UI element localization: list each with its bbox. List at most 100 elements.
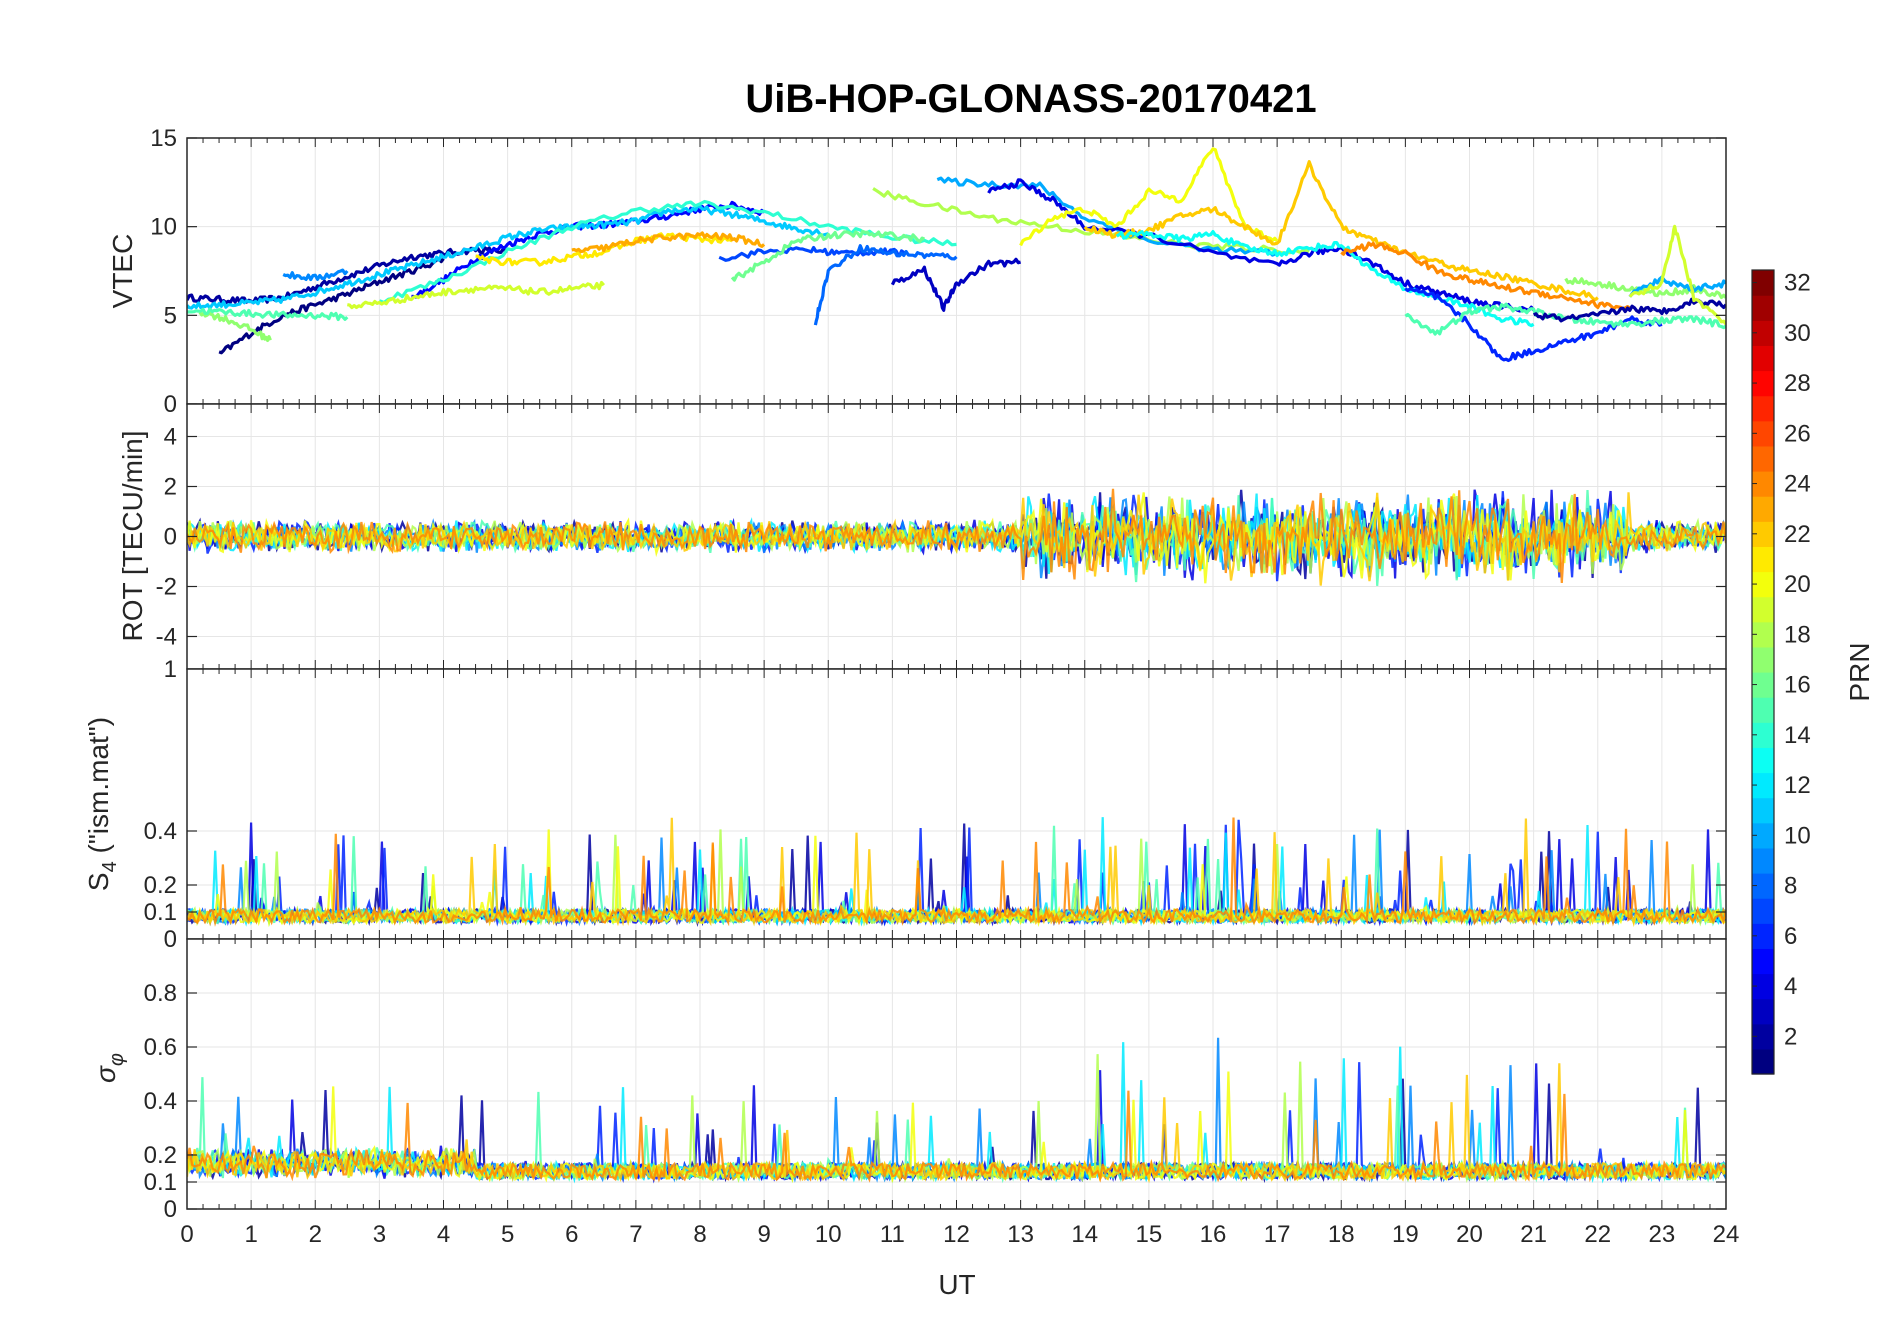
colorbar-block-32 xyxy=(1752,270,1774,296)
colorbar-tick-label-6: 14 xyxy=(1784,722,1811,749)
x-tick-label-5: 5 xyxy=(501,1221,514,1248)
s4-ylabel: S4 ("ism.mat") xyxy=(83,717,121,891)
x-tick-label-1: 1 xyxy=(244,1221,257,1248)
colorbar-tick-label-13: 28 xyxy=(1784,370,1811,397)
colorbar-block-22 xyxy=(1752,521,1774,547)
colorbar-block-17 xyxy=(1752,646,1774,673)
x-tick-label-9: 9 xyxy=(757,1221,770,1248)
x-tick-label-12: 12 xyxy=(943,1221,970,1248)
colorbar-tick-label-9: 20 xyxy=(1784,571,1811,598)
vtec-series-prn-20-18 xyxy=(1019,147,1279,247)
vtec-series-prn-16-14 xyxy=(730,229,926,282)
sigma-phi-ytick-label-1: 0.1 xyxy=(144,1169,177,1196)
sigma-phi-ylabel: σφ xyxy=(90,1053,128,1083)
x-tick-label-20: 20 xyxy=(1456,1221,1483,1248)
colorbar-block-9 xyxy=(1752,847,1774,874)
s4-ytick-label-0: 0.1 xyxy=(144,899,177,926)
colorbar-gradient xyxy=(1752,270,1774,1075)
sigma-phi-ytick-label-3: 0.4 xyxy=(144,1088,177,1115)
colorbar-box xyxy=(1751,269,1775,1075)
vtec-series-prn-10-16 xyxy=(936,176,1278,257)
vtec-series-prn-22-19 xyxy=(1083,160,1599,302)
sigma-phi-panel: 00.10.20.40.60.80 σφ xyxy=(90,926,1727,1223)
colorbar-block-19 xyxy=(1752,596,1774,623)
x-tick-label-6: 6 xyxy=(565,1221,578,1248)
colorbar-block-28 xyxy=(1752,370,1774,397)
vtec-ytick-label-1: 5 xyxy=(164,302,177,329)
vtec-series-prn-17-6 xyxy=(198,311,272,342)
colorbar-tick-label-1: 4 xyxy=(1784,973,1797,1000)
x-tick-label-17: 17 xyxy=(1264,1221,1291,1248)
sigma-phi-ytick-label-2: 0.2 xyxy=(144,1142,177,1169)
x-tick-label-24: 24 xyxy=(1713,1221,1740,1248)
figure-title: UiB-HOP-GLONASS-20170421 xyxy=(745,77,1316,121)
vtec-series-prn-15-7 xyxy=(187,307,349,322)
colorbar-block-12 xyxy=(1752,772,1774,799)
x-tick-label-22: 22 xyxy=(1584,1221,1611,1248)
colorbar-block-24 xyxy=(1752,471,1774,497)
colorbar-block-7 xyxy=(1752,898,1774,924)
colorbar-block-4 xyxy=(1752,973,1774,1000)
s4-ylabel-sub: 4 xyxy=(99,861,121,872)
colorbar-tick-label-14: 30 xyxy=(1784,320,1811,347)
x-ticks: 0 1 2 3 4 5 6 7 8 9 10 11 12 13 14 15 16 17 18 19 20 21 22 23 24 xyxy=(180,1221,1739,1248)
x-tick-label-8: 8 xyxy=(693,1221,706,1248)
colorbar-tick-label-7: 16 xyxy=(1784,672,1811,699)
s4-ytick-label-2: 0.4 xyxy=(144,818,177,845)
colorbar-block-15 xyxy=(1752,697,1774,723)
colorbar-block-25 xyxy=(1752,445,1774,472)
s4-ylabel-main: S xyxy=(83,872,114,891)
colorbar-tick-label-12: 26 xyxy=(1784,420,1811,447)
vtec-series-prn-11-3 xyxy=(187,204,829,310)
colorbar-block-6 xyxy=(1752,923,1774,949)
rot-ylabel: ROT [TECU/min] xyxy=(117,430,148,641)
rot-ytick-label-3: 2 xyxy=(164,474,177,501)
colorbar-block-23 xyxy=(1752,496,1774,522)
vtec-series-prn-14-5 xyxy=(378,199,957,305)
x-tick-label-10: 10 xyxy=(815,1221,842,1248)
vtec-panel: 0 5 10 15 VTEC xyxy=(107,125,1727,418)
colorbar-block-13 xyxy=(1752,747,1774,774)
x-tick-label-11: 11 xyxy=(880,1221,905,1248)
x-tick-label-13: 13 xyxy=(1007,1221,1034,1248)
x-tick-label-4: 4 xyxy=(437,1221,450,1248)
colorbar-block-27 xyxy=(1752,395,1774,422)
x-tick-label-0: 0 xyxy=(180,1221,193,1248)
colorbar-block-26 xyxy=(1752,420,1774,447)
colorbar-block-5 xyxy=(1752,948,1774,975)
rot-panel: -4 -2 0 2 4 ROT [TECU/min] xyxy=(117,403,1727,670)
sigma-phi-series xyxy=(187,1037,1726,1184)
x-tick-label-18: 18 xyxy=(1328,1221,1355,1248)
vtec-series-prn-19-27 xyxy=(1628,224,1726,326)
vtec-series-prn-8-12 xyxy=(813,244,958,326)
rot-ytick-label-2: 0 xyxy=(164,524,177,551)
vtec-ylabel: VTEC xyxy=(107,234,138,309)
vtec-series-prn-4-17 xyxy=(987,178,1535,313)
colorbar-block-14 xyxy=(1752,722,1774,748)
colorbar-block-29 xyxy=(1752,345,1774,372)
vtec-y-ticks: 0 5 10 15 xyxy=(150,125,1727,418)
colorbar-tick-label-15: 32 xyxy=(1784,270,1811,297)
colorbar-block-1 xyxy=(1752,1048,1774,1075)
sigma-phi-ytick-label-0: 0 xyxy=(164,1196,177,1223)
vtec-series-prn-13-20 xyxy=(1115,230,1535,328)
colorbar-block-10 xyxy=(1752,822,1774,849)
colorbar-block-30 xyxy=(1752,320,1774,346)
rot-trace-prn-24 xyxy=(187,488,1726,583)
x-tick-label-2: 2 xyxy=(309,1221,322,1248)
s4-panel: 0.10.2 0.4 1 S4 ("ism.mat") xyxy=(83,656,1727,940)
rot-ytick-label-1: -2 xyxy=(156,574,177,601)
colorbar-tick-label-3: 8 xyxy=(1784,873,1797,900)
vtec-series xyxy=(187,147,1726,363)
vtec-ytick-label-3: 15 xyxy=(150,125,177,152)
vtec-series-prn-19-8 xyxy=(347,280,606,310)
colorbar-block-3 xyxy=(1752,998,1774,1025)
vtec-series-prn-10-26 xyxy=(1628,275,1726,298)
x-tick-label-16: 16 xyxy=(1200,1221,1227,1248)
rot-ytick-label-0: -4 xyxy=(156,624,177,651)
x-tick-label-7: 7 xyxy=(629,1221,642,1248)
sigma-phi-ylabel-main: σ xyxy=(90,1065,121,1083)
vtec-series-prn-1-1 xyxy=(218,257,445,355)
